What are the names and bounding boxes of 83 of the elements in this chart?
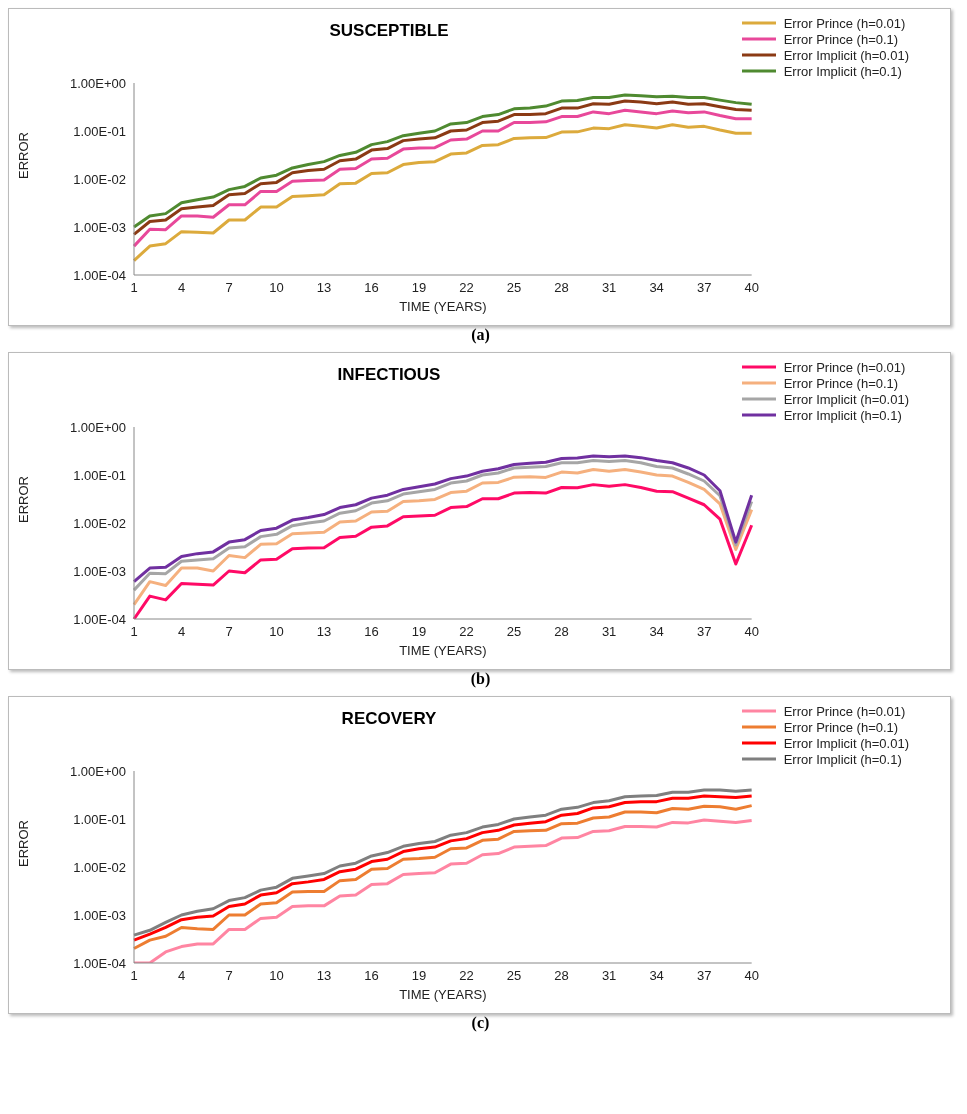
legend-label: Error Prince (h=0.01) xyxy=(783,15,906,31)
y-axis-title: ERROR xyxy=(15,132,31,179)
text: (b) xyxy=(469,670,492,690)
x-tick-label: 34 xyxy=(649,968,664,984)
y-axis-title: ERROR xyxy=(15,476,31,523)
x-tick-label: 22 xyxy=(459,624,474,640)
x-axis-title: TIME (YEARS) xyxy=(399,299,487,314)
y-tick-label: 1.00E+00 xyxy=(69,75,126,91)
chart-title: SUSCEPTIBLE xyxy=(328,21,450,41)
legend-label: Error Prince (h=0.01) xyxy=(783,359,906,375)
legend-label: Error Implicit (h=0.1) xyxy=(783,751,902,767)
x-tick-label: 16 xyxy=(364,280,379,296)
y-tick-label: 1.00E-04 xyxy=(73,267,126,283)
x-axis-title: TIME (YEARS) xyxy=(399,643,487,658)
y-tick-label: 1.00E-03 xyxy=(73,563,126,579)
line-series xyxy=(132,123,754,263)
chart-title: RECOVERY xyxy=(340,709,438,729)
x-tick-label: 1 xyxy=(130,280,138,296)
x-tick-label: 37 xyxy=(696,280,712,296)
x-tick-label: 7 xyxy=(225,280,233,296)
x-tick-label: 22 xyxy=(459,968,474,984)
y-tick-label: 1.00E-04 xyxy=(73,955,126,971)
x-tick-label: 25 xyxy=(506,968,522,984)
x-tick-label: 28 xyxy=(554,280,569,296)
x-tick-label: 40 xyxy=(744,968,759,984)
x-tick-label: 13 xyxy=(316,624,332,640)
legend-label: Error Prince (h=0.1) xyxy=(783,375,899,391)
legend-label: Error Prince (h=0.1) xyxy=(783,31,899,47)
x-tick-label: 37 xyxy=(696,968,712,984)
text: (c) xyxy=(470,1014,491,1034)
x-tick-label: 10 xyxy=(269,280,284,296)
x-tick-label: 37 xyxy=(696,624,712,640)
y-tick-label: 1.00E-02 xyxy=(73,859,126,875)
legend-label: Error Prince (h=0.1) xyxy=(783,719,899,735)
x-tick-label: 28 xyxy=(554,968,569,984)
x-tick-label: 4 xyxy=(177,968,186,984)
text: (a) xyxy=(470,326,491,346)
y-tick-label: 1.00E-02 xyxy=(73,515,126,531)
x-tick-label: 19 xyxy=(411,280,427,296)
x-axis-title: TIME (YEARS) xyxy=(399,987,487,1002)
legend-label: Error Implicit (h=0.1) xyxy=(783,407,902,423)
x-tick-label: 25 xyxy=(506,280,522,296)
y-tick-label: 1.00E-04 xyxy=(73,611,126,627)
x-tick-label: 31 xyxy=(601,280,617,296)
legend-label: Error Prince (h=0.01) xyxy=(783,703,906,719)
y-tick-label: 1.00E-01 xyxy=(73,123,126,139)
x-tick-label: 13 xyxy=(316,280,332,296)
x-tick-label: 31 xyxy=(601,968,617,984)
y-tick-label: 1.00E+00 xyxy=(69,419,126,435)
legend-label: Error Implicit (h=0.01) xyxy=(783,391,909,407)
x-tick-label: 7 xyxy=(225,624,233,640)
x-tick-label: 19 xyxy=(411,968,427,984)
y-tick-label: 1.00E-01 xyxy=(73,467,126,483)
y-tick-label: 1.00E-03 xyxy=(73,907,126,923)
x-tick-label: 28 xyxy=(554,624,569,640)
legend-label: Error Implicit (h=0.1) xyxy=(783,63,902,79)
x-tick-label: 19 xyxy=(411,624,427,640)
x-tick-label: 1 xyxy=(130,624,138,640)
x-tick-label: 16 xyxy=(364,968,379,984)
x-tick-label: 22 xyxy=(459,280,474,296)
y-tick-label: 1.00E-01 xyxy=(73,811,126,827)
x-tick-label: 10 xyxy=(269,968,284,984)
x-tick-label: 34 xyxy=(649,624,664,640)
x-tick-label: 16 xyxy=(364,624,379,640)
y-tick-label: 1.00E-02 xyxy=(73,171,126,187)
y-tick-label: 1.00E+00 xyxy=(69,763,126,779)
x-tick-label: 4 xyxy=(177,280,186,296)
x-tick-label: 40 xyxy=(744,624,759,640)
x-tick-label: 4 xyxy=(177,624,186,640)
x-tick-label: 34 xyxy=(649,280,664,296)
chart-title: INFECTIOUS xyxy=(336,365,442,385)
x-tick-label: 25 xyxy=(506,624,522,640)
legend-label: Error Implicit (h=0.01) xyxy=(783,47,909,63)
y-axis-title: ERROR xyxy=(15,820,31,867)
legend-label: Error Implicit (h=0.01) xyxy=(783,735,909,751)
x-tick-label: 10 xyxy=(269,624,284,640)
x-tick-label: 7 xyxy=(225,968,233,984)
line-series xyxy=(132,468,754,607)
y-tick-label: 1.00E-03 xyxy=(73,219,126,235)
x-tick-label: 40 xyxy=(744,280,759,296)
x-tick-label: 31 xyxy=(601,624,617,640)
x-tick-label: 1 xyxy=(130,968,138,984)
x-tick-label: 13 xyxy=(316,968,332,984)
